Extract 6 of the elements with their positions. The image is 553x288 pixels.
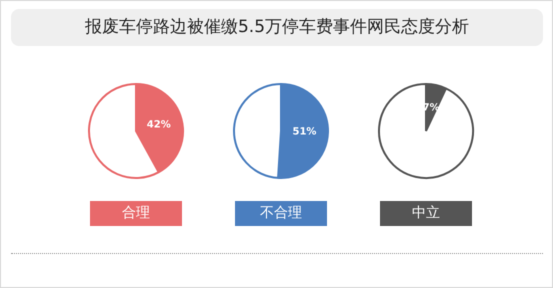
text: 中立 bbox=[380, 201, 472, 226]
data-label: 42% bbox=[146, 120, 171, 131]
text: 报废车停路边被催缴5.5万停车费事件网民态度分析 bbox=[11, 9, 543, 46]
text: 合理 bbox=[90, 201, 182, 226]
data-label: 51% bbox=[292, 126, 316, 138]
text: 不合理 bbox=[235, 201, 327, 226]
